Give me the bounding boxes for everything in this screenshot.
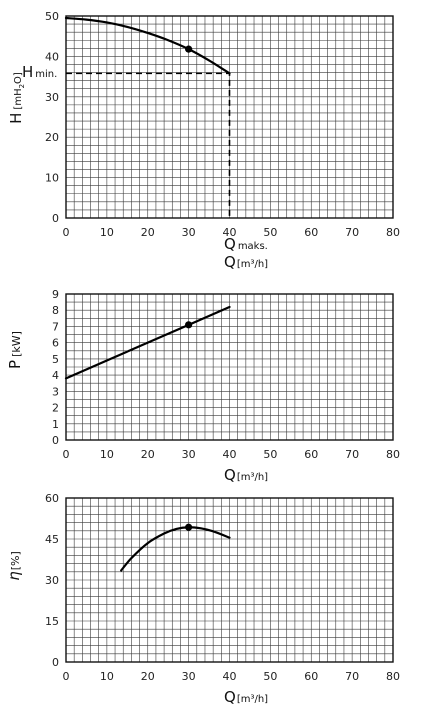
efficiency-grid <box>66 498 393 662</box>
head-duty-point <box>185 45 193 53</box>
efficiency-y-tick-label: 45 <box>45 533 59 546</box>
power-x-tick-label: 40 <box>223 448 237 461</box>
efficiency-x-axis-label: Q[m³/h] <box>224 688 268 706</box>
efficiency-y-tick-label: 0 <box>52 656 59 669</box>
power-x-tick-label: 30 <box>182 448 196 461</box>
power-y-axis-label: P[kW] <box>6 331 24 369</box>
head-x-tick-labels: 0 10 20 30 40 50 60 70 80 <box>63 226 401 239</box>
head-y-tick-label: 10 <box>45 172 59 185</box>
power-y-tick-label: 0 <box>52 434 59 447</box>
power-plot-frame <box>65 293 394 441</box>
head-plot-frame <box>65 15 394 219</box>
head-x-tick-label: 70 <box>345 226 359 239</box>
efficiency-x-tick-label: 20 <box>141 670 155 683</box>
power-x-tick-label: 80 <box>386 448 400 461</box>
head-y-tick-label: 0 <box>52 212 59 225</box>
power-x-tick-label: 20 <box>141 448 155 461</box>
head-x-tick-label: 60 <box>304 226 318 239</box>
power-y-tick-label: 8 <box>52 304 59 317</box>
power-x-tick-label: 50 <box>263 448 277 461</box>
head-x-tick-label: 40 <box>223 226 237 239</box>
head-x-tick-label: 80 <box>386 226 400 239</box>
efficiency-y-tick-label: 30 <box>45 574 59 587</box>
power-x-tick-label: 10 <box>100 448 114 461</box>
power-x-tick-label: 0 <box>63 448 70 461</box>
efficiency-x-tick-label: 30 <box>182 670 196 683</box>
power-y-tick-labels: 0 1 2 3 4 5 6 7 8 9 <box>52 288 59 447</box>
power-x-tick-label: 60 <box>304 448 318 461</box>
head-curve <box>64 16 231 75</box>
efficiency-x-tick-label: 0 <box>63 670 70 683</box>
power-curve <box>64 305 231 380</box>
head-y-tick-label: 40 <box>45 50 59 63</box>
head-x-axis-label: Q[m³/h] <box>224 253 268 271</box>
head-x-tick-label: 0 <box>63 226 70 239</box>
power-chart: 0 10 20 30 40 50 60 70 80 0 1 2 3 4 5 6 7 8 9 P[kW] Q[m³/… <box>6 288 400 484</box>
power-y-tick-label: 7 <box>52 320 59 333</box>
power-y-tick-label: 5 <box>52 353 59 366</box>
head-y-tick-label: 30 <box>45 91 59 104</box>
head-x-tick-label: 20 <box>141 226 155 239</box>
head-x-tick-label: 10 <box>100 226 114 239</box>
efficiency-chart: 0 10 20 30 40 50 60 70 80 0 15 30 45 60 η[%] Q[m³/h] <box>5 492 400 706</box>
head-x-tick-label: 50 <box>263 226 277 239</box>
power-x-tick-label: 70 <box>345 448 359 461</box>
power-duty-point <box>185 321 193 329</box>
efficiency-duty-point <box>185 523 193 531</box>
head-y-tick-label: 20 <box>45 131 59 144</box>
efficiency-x-tick-label: 10 <box>100 670 114 683</box>
head-grid <box>66 16 393 218</box>
efficiency-x-tick-label: 50 <box>263 670 277 683</box>
efficiency-y-axis-label: η[%] <box>5 551 23 581</box>
efficiency-curve <box>120 526 231 572</box>
power-y-tick-label: 6 <box>52 337 59 350</box>
efficiency-x-tick-label: 70 <box>345 670 359 683</box>
efficiency-y-tick-label: 60 <box>45 492 59 505</box>
efficiency-x-tick-label: 40 <box>223 670 237 683</box>
efficiency-y-tick-label: 15 <box>45 615 59 628</box>
power-y-tick-label: 3 <box>52 385 59 398</box>
head-y-tick-label: 50 <box>45 10 59 23</box>
efficiency-x-tick-label: 80 <box>386 670 400 683</box>
head-y-axis-label: H[mH2O] <box>7 72 26 124</box>
efficiency-plot-frame <box>65 497 394 663</box>
efficiency-x-tick-labels: 0 10 20 30 40 50 60 70 80 <box>63 670 401 683</box>
power-x-axis-label: Q[m³/h] <box>224 466 268 484</box>
power-y-tick-label: 2 <box>52 402 59 415</box>
efficiency-y-tick-labels: 0 15 30 45 60 <box>45 492 59 669</box>
power-grid <box>66 294 393 440</box>
power-y-tick-label: 9 <box>52 288 59 301</box>
head-y-tick-labels: 0 10 20 30 40 50 <box>45 10 59 225</box>
power-y-tick-label: 1 <box>52 418 59 431</box>
power-x-tick-labels: 0 10 20 30 40 50 60 70 80 <box>63 448 401 461</box>
efficiency-x-tick-label: 60 <box>304 670 318 683</box>
head-x-tick-label: 30 <box>182 226 196 239</box>
power-y-tick-label: 4 <box>52 369 59 382</box>
